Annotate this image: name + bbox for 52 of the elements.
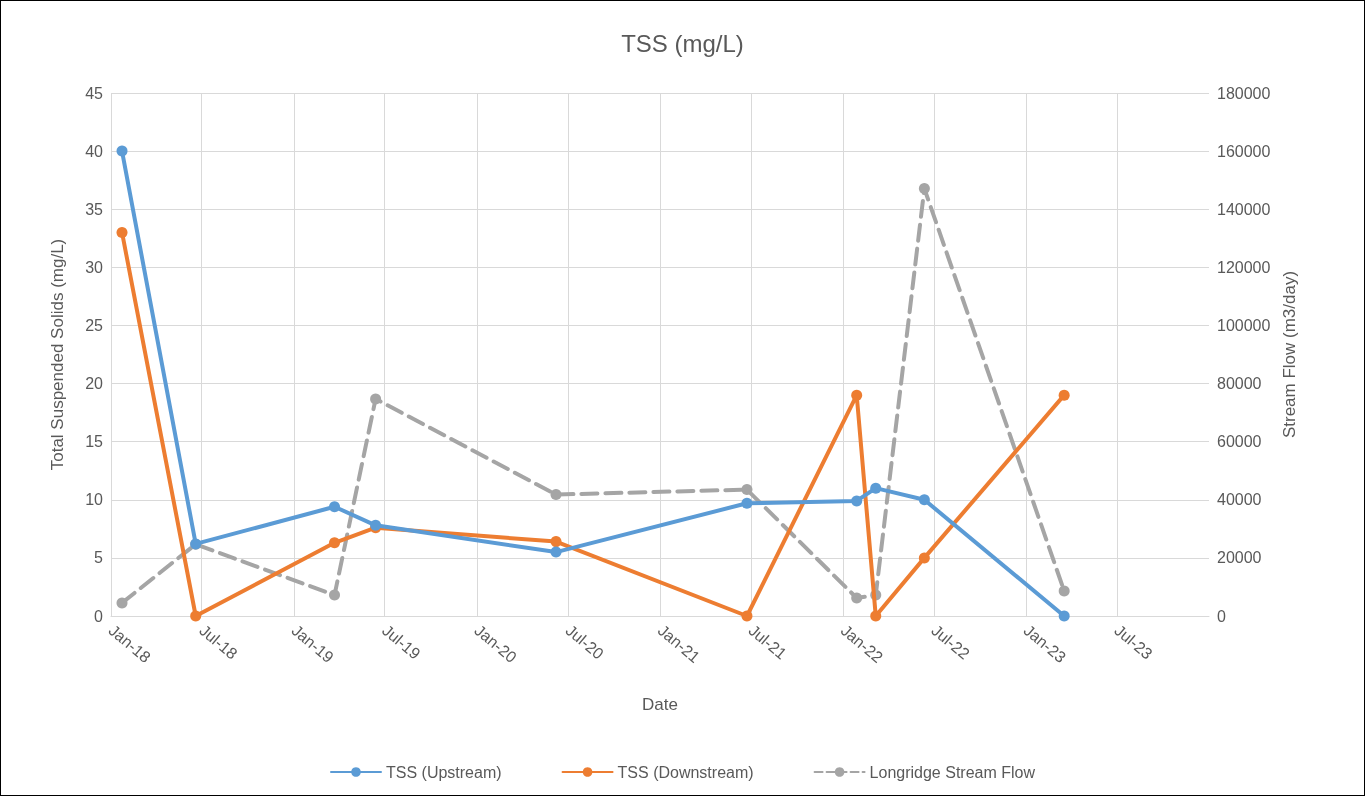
point (550, 546, 562, 558)
point (329, 501, 341, 513)
point (550, 536, 562, 548)
point (918, 552, 930, 564)
y2-tick-label: 160000 (1217, 142, 1271, 160)
point (329, 589, 341, 601)
point (741, 497, 753, 509)
point (870, 482, 882, 494)
point (851, 592, 863, 604)
y2-tick-label: 100000 (1217, 316, 1271, 334)
y2-tick-label: 120000 (1217, 258, 1271, 276)
y2-tick-label: 40000 (1217, 491, 1262, 509)
point (550, 489, 562, 501)
y-tick-label: 15 (85, 433, 104, 451)
y2-tick-label: 80000 (1217, 375, 1262, 393)
y2-tick-label: 0 (1217, 607, 1226, 625)
point (1058, 610, 1070, 622)
point (1058, 389, 1070, 401)
y-tick-label: 0 (94, 607, 104, 625)
point (370, 393, 382, 405)
point (1058, 585, 1070, 597)
y2-tick-label: 20000 (1217, 549, 1262, 567)
point (918, 494, 930, 506)
point (870, 610, 882, 622)
point (116, 597, 128, 609)
y2-tick-label: 140000 (1217, 200, 1271, 218)
point (116, 145, 128, 157)
y2-tick-label: 180000 (1217, 84, 1271, 102)
y2-axis-title: Stream Flow (m3/day) (1280, 270, 1300, 439)
point (741, 484, 753, 496)
point (116, 226, 128, 238)
point (329, 537, 341, 549)
point (851, 495, 863, 507)
chart-title: TSS (mg/L) (621, 29, 744, 57)
point (741, 610, 753, 622)
point (918, 183, 930, 195)
legend-label: TSS (Upstream) (386, 763, 502, 781)
y-tick-label: 35 (85, 200, 104, 218)
y-tick-label: 30 (85, 258, 104, 276)
point (851, 389, 863, 401)
y-tick-label: 25 (85, 316, 104, 334)
y2-tick-label: 60000 (1217, 433, 1262, 451)
y-tick-label: 5 (94, 549, 104, 567)
y-axis-title: Total Suspended Solids (mg/L) (48, 238, 67, 471)
legend-label: TSS (Downstream) (617, 763, 754, 781)
y-tick-label: 10 (85, 491, 104, 509)
y-tick-label: 40 (85, 142, 104, 160)
point (190, 610, 202, 622)
y-tick-label: 45 (85, 84, 104, 102)
legend-label: Longridge Stream Flow (869, 763, 1036, 781)
x-axis-title: Date (642, 695, 678, 714)
y-tick-label: 20 (85, 375, 104, 393)
